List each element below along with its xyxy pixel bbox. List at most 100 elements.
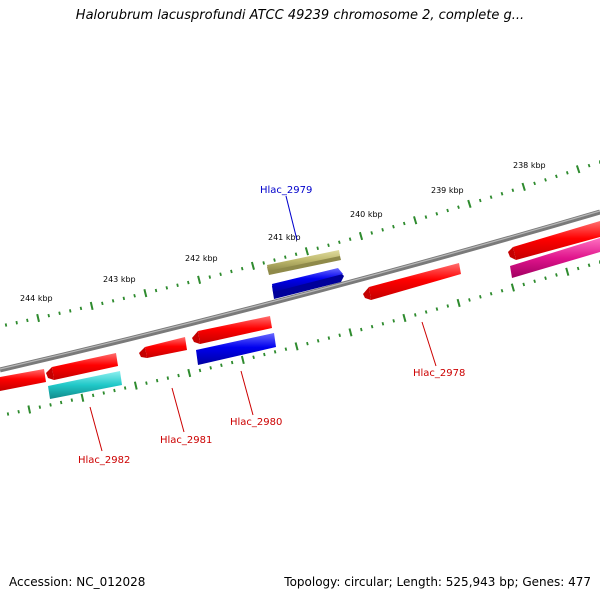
ruler-minor-tick [565,171,569,175]
gene-label[interactable]: Hlac_2980 [230,417,282,428]
ruler-minor-tick [198,368,202,373]
ruler-major-tick [27,405,32,414]
ruler-major-tick [575,165,581,174]
ruler-major-tick [133,381,138,390]
ruler-minor-tick [102,391,105,395]
gene-feature[interactable] [508,221,600,260]
ruler-ticks-lower [6,260,600,416]
ruler-minor-tick [145,381,148,385]
ruler-minor-tick [6,412,10,416]
genome-backbone-highlight [0,210,600,370]
ruler-label: 244 kbp [20,294,53,303]
gene-feature[interactable] [196,333,276,365]
gene-label[interactable]: Hlac_2979 [260,185,312,196]
ruler-minor-tick [587,263,591,268]
ruler-minor-tick [446,208,449,213]
ruler-minor-tick [424,215,428,219]
ruler-major-tick [456,298,461,308]
ruler-minor-tick [69,309,72,313]
ruler-minor-tick [284,255,287,259]
ruler-minor-tick [370,231,374,235]
ruler-minor-tick [370,324,374,329]
ruler-minor-tick [219,272,222,277]
ruler-minor-tick [240,266,244,271]
gene-feature[interactable] [139,337,187,358]
ruler-major-tick [521,182,526,191]
ruler-minor-tick [176,283,179,287]
ruler-major-tick [348,328,353,337]
gene-feature[interactable] [46,353,118,380]
genome-backbone [0,209,600,373]
gene-label[interactable]: Hlac_2978 [413,368,465,379]
ruler-minor-tick [177,373,180,378]
ruler-minor-tick [392,224,395,229]
ruler-minor-tick [522,282,526,287]
ruler-label: 242 kbp [185,254,218,263]
ruler-label: 238 kbp [513,161,546,170]
ruler-minor-tick [489,195,493,199]
ruler-minor-tick [165,286,169,290]
ruler-minor-tick [252,355,255,360]
gene-label[interactable]: Hlac_2981 [160,435,212,446]
ruler-minor-tick [533,279,536,284]
gene-labels: Hlac_2979 Hlac_2978 Hlac_2980 Hlac_2981 … [78,185,465,466]
ruler-major-tick [402,313,407,323]
ruler-minor-tick [316,339,320,343]
ruler-minor-tick [544,178,547,182]
ruler-major-tick [304,247,309,256]
ruler-minor-tick [70,398,74,402]
ruler-minor-tick [284,347,288,351]
gene-feature[interactable] [192,316,272,344]
ruler-minor-tick [544,276,547,280]
gene-feature[interactable] [48,371,122,399]
ruler-label: 241 kbp [268,233,301,242]
ruler-minor-tick [327,243,330,248]
gene-feature[interactable] [510,238,600,278]
ruler-minor-tick [101,301,104,306]
ruler-minor-tick [111,299,115,303]
ruler-minor-tick [47,313,50,318]
ruler-label: 243 kbp [103,275,136,284]
ruler-minor-tick [133,293,136,298]
ruler-minor-tick [414,313,417,317]
ruler-minor-tick [338,333,341,338]
ruler-minor-tick [533,181,536,186]
accession-text: Accession: NC_012028 [9,575,146,589]
ruler-label: 239 kbp [431,186,464,195]
ruler-minor-tick [360,327,363,332]
ruler-minor-tick [155,378,159,383]
gene-feature[interactable] [272,268,344,299]
ruler-minor-tick [338,240,341,245]
ruler-minor-tick [91,393,95,398]
ruler-minor-tick [511,188,515,193]
ruler-minor-tick [294,252,298,257]
gene-feature[interactable] [267,250,341,275]
ruler-minor-tick [230,269,233,274]
ruler-major-tick [565,267,570,276]
ruler-minor-tick [17,410,20,414]
ruler-minor-tick [587,163,591,168]
ruler-labels: 244 kbp 243 kbp 242 kbp 241 kbp 240 kbp … [20,161,546,303]
ruler-minor-tick [457,205,460,209]
ruler-ticks-upper [4,160,600,327]
ruler-major-tick [294,342,299,351]
gene-feature[interactable] [0,369,46,391]
ruler-minor-tick [59,400,63,405]
ruler-minor-tick [468,298,471,302]
ruler-major-tick [467,199,472,209]
ruler-minor-tick [230,360,234,365]
ruler-minor-tick [381,228,384,232]
map-title: Halorubrum lacusprofundi ATCC 49239 chro… [75,8,525,23]
ruler-major-tick [510,283,515,292]
ruler-label: 240 kbp [350,210,383,219]
ruler-major-tick [187,368,192,378]
ruler-minor-tick [478,198,482,203]
ruler-major-tick [36,313,40,323]
ruler-minor-tick [263,352,266,357]
topology-text: Topology: circular; Length: 525,943 bp; … [284,575,591,589]
gene-label[interactable]: Hlac_2982 [78,455,130,466]
ruler-major-tick [89,301,94,311]
gene-feature[interactable] [363,263,461,300]
ruler-minor-tick [435,307,439,311]
